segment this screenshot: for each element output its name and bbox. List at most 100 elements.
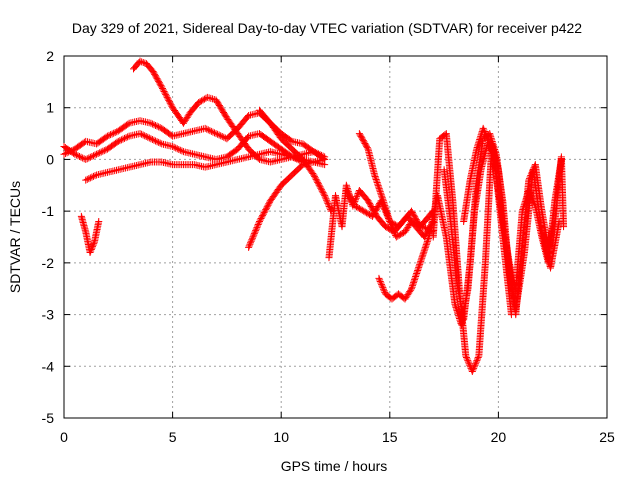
data-point xyxy=(382,205,390,213)
data-point xyxy=(209,128,217,136)
data-point xyxy=(100,147,108,155)
data-point xyxy=(326,204,334,212)
data-point xyxy=(358,206,366,214)
data-point xyxy=(176,146,184,154)
data-point xyxy=(94,150,102,158)
data-point xyxy=(248,234,256,242)
data-point xyxy=(110,129,118,137)
data-point xyxy=(122,134,130,142)
data-point xyxy=(85,175,93,183)
data-point xyxy=(198,97,206,105)
data-point xyxy=(323,198,331,206)
data-point xyxy=(518,207,526,215)
data-point xyxy=(351,202,359,210)
data-point xyxy=(245,243,253,251)
data-point xyxy=(124,133,132,141)
data-point xyxy=(97,148,105,156)
data-point xyxy=(386,217,394,225)
data-point xyxy=(107,131,115,139)
data-point xyxy=(312,175,320,183)
data-point xyxy=(138,130,146,138)
data-point xyxy=(199,96,207,104)
data-point xyxy=(86,174,94,182)
data-point xyxy=(321,192,329,200)
data-point xyxy=(468,367,476,375)
data-point xyxy=(451,300,459,308)
data-point xyxy=(178,147,186,155)
data-point xyxy=(156,124,164,132)
data-point xyxy=(161,89,169,97)
data-point xyxy=(207,94,215,102)
data-point xyxy=(195,99,203,107)
data-point xyxy=(310,171,318,179)
data-point xyxy=(89,243,97,251)
data-point xyxy=(411,276,419,284)
data-point xyxy=(560,223,568,231)
data-point xyxy=(99,147,107,155)
data-point xyxy=(264,201,272,209)
data-point xyxy=(210,129,218,137)
data-point xyxy=(525,186,533,194)
data-point xyxy=(388,222,396,230)
y-tick-label: -3 xyxy=(42,307,55,323)
data-point xyxy=(483,134,491,142)
data-point xyxy=(421,244,429,252)
data-point xyxy=(376,277,384,285)
series-arc-n xyxy=(460,124,565,293)
data-point xyxy=(374,180,382,188)
data-point xyxy=(82,176,90,184)
data-point xyxy=(167,101,175,109)
data-point xyxy=(421,245,429,253)
data-point xyxy=(520,202,528,210)
data-point xyxy=(310,148,318,156)
data-point xyxy=(152,121,160,129)
data-point xyxy=(423,239,431,247)
data-points xyxy=(60,57,568,375)
data-point xyxy=(415,262,423,270)
data-point xyxy=(165,98,173,106)
chart-title: Day 329 of 2021, Sidereal Day-to-day VTE… xyxy=(72,20,582,36)
data-point xyxy=(250,230,258,238)
data-point xyxy=(409,218,417,226)
data-point xyxy=(111,128,119,136)
data-point xyxy=(372,174,380,182)
series-arc-g xyxy=(255,106,335,215)
data-point xyxy=(136,130,144,138)
data-point xyxy=(298,162,306,170)
data-point xyxy=(159,86,167,94)
data-point xyxy=(462,353,470,361)
data-point xyxy=(256,216,264,224)
data-point xyxy=(373,177,381,185)
data-point xyxy=(91,172,99,180)
data-point xyxy=(162,92,170,100)
data-point xyxy=(255,219,263,227)
data-point xyxy=(464,358,472,366)
data-point xyxy=(254,222,262,230)
data-point xyxy=(463,355,471,363)
data-point xyxy=(82,155,90,163)
data-point xyxy=(482,132,490,140)
data-point xyxy=(413,268,421,276)
data-point xyxy=(376,188,384,196)
data-point xyxy=(388,224,396,232)
data-point xyxy=(378,194,386,202)
data-point xyxy=(253,224,261,232)
data-point xyxy=(259,210,267,218)
data-point xyxy=(415,263,423,271)
data-point xyxy=(519,204,527,212)
data-point xyxy=(173,145,181,153)
data-point xyxy=(93,150,101,158)
data-point xyxy=(380,198,388,206)
data-point xyxy=(414,220,422,228)
data-point xyxy=(119,135,127,143)
data-point xyxy=(410,277,418,285)
data-point xyxy=(525,176,533,184)
data-point xyxy=(475,139,483,147)
x-axis-label: GPS time / hours xyxy=(281,458,388,474)
data-point xyxy=(420,248,428,256)
x-tick-label: 15 xyxy=(382,429,398,445)
data-point xyxy=(207,127,215,135)
data-point xyxy=(398,230,406,238)
data-point xyxy=(148,135,156,143)
data-point xyxy=(314,150,322,158)
